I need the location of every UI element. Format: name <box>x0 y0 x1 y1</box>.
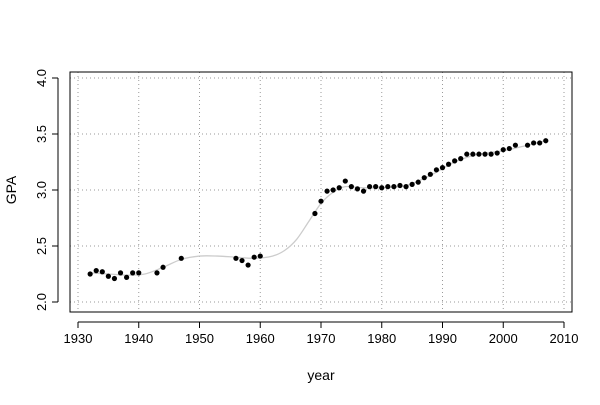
data-point <box>488 151 494 157</box>
y-tick-label: 2.5 <box>34 237 49 255</box>
x-tick-label: 2000 <box>489 331 518 346</box>
data-point <box>470 151 476 157</box>
y-axis: 2.0 2.5 3.0 3.5 4.0 <box>34 69 59 311</box>
data-point <box>342 178 348 184</box>
y-tick-label: 3.0 <box>34 181 49 199</box>
data-point <box>409 181 415 187</box>
data-point <box>464 151 470 157</box>
x-tick-label: 2010 <box>550 331 579 346</box>
y-tick-label: 4.0 <box>34 69 49 87</box>
x-tick-label: 1950 <box>185 331 214 346</box>
data-point <box>458 156 464 162</box>
data-point <box>391 184 397 190</box>
data-point <box>348 184 354 190</box>
x-tick-label: 1970 <box>307 331 336 346</box>
data-point <box>130 270 136 276</box>
data-point <box>385 184 391 190</box>
data-point <box>537 140 543 146</box>
data-point <box>124 274 130 280</box>
data-point <box>233 255 239 261</box>
y-tick-label: 3.5 <box>34 125 49 143</box>
data-point <box>251 254 257 260</box>
data-point <box>93 268 99 274</box>
data-point <box>500 147 506 153</box>
data-point <box>324 188 330 194</box>
smooth-curve <box>90 140 546 276</box>
data-point <box>433 167 440 173</box>
data-point <box>397 182 403 189</box>
data-points-layer <box>87 138 549 282</box>
data-point <box>512 142 519 148</box>
data-point <box>257 253 263 259</box>
x-tick-label: 1960 <box>246 331 275 346</box>
data-point <box>87 271 93 277</box>
data-point <box>312 210 318 217</box>
data-point <box>531 140 537 146</box>
data-point <box>482 151 488 157</box>
data-point <box>354 186 361 192</box>
x-tick-label: 1940 <box>124 331 153 346</box>
x-tick-label: 1980 <box>367 331 396 346</box>
x-axis-label: year <box>307 367 335 383</box>
data-point <box>524 142 531 148</box>
x-axis: 1930 1940 1950 1960 1970 1980 1990 2000 2010 <box>64 321 579 346</box>
data-point <box>239 257 245 264</box>
data-point <box>178 255 184 261</box>
data-point <box>543 138 549 144</box>
smooth-curve-layer <box>90 140 546 276</box>
data-point <box>105 273 111 279</box>
data-point <box>245 262 251 268</box>
data-point <box>415 179 421 185</box>
data-point <box>160 264 166 270</box>
grid-lines <box>70 72 572 312</box>
data-point <box>318 198 324 204</box>
y-axis-label: GPA <box>3 175 19 204</box>
data-point <box>330 187 336 193</box>
plot-frame <box>69 71 573 313</box>
data-point <box>403 184 409 190</box>
data-point <box>99 269 105 275</box>
data-point <box>379 185 385 191</box>
data-point <box>117 270 124 276</box>
data-point <box>111 275 118 282</box>
data-point <box>421 175 427 181</box>
data-point <box>360 188 367 194</box>
data-point <box>336 185 342 191</box>
data-point <box>154 270 160 276</box>
x-tick-label: 1990 <box>428 331 457 346</box>
data-point <box>506 145 512 152</box>
data-point <box>452 158 458 164</box>
data-point <box>494 150 500 156</box>
data-point <box>476 151 482 157</box>
data-point <box>439 165 446 171</box>
y-tick-label: 2.0 <box>34 293 49 311</box>
data-point <box>367 184 373 190</box>
data-point <box>445 161 452 167</box>
x-tick-label: 1930 <box>64 331 93 346</box>
data-point <box>427 171 433 177</box>
data-point <box>373 184 379 190</box>
data-point <box>136 270 142 276</box>
